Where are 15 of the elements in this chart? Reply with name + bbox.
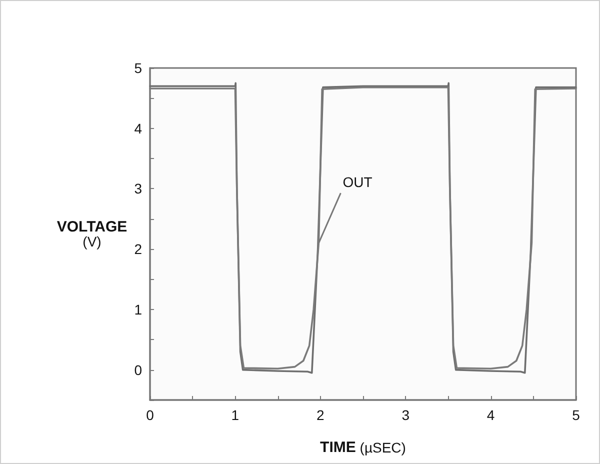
x-tick-label: 0 <box>146 407 154 423</box>
y-tick-label: 0 <box>134 362 142 378</box>
x-tick-label: 5 <box>572 407 580 423</box>
y-tick-label: 5 <box>134 60 142 76</box>
x-axis-title: TIME (µSEC) <box>320 439 406 456</box>
x-tick-label: 1 <box>231 407 240 423</box>
y-tick-label: 2 <box>134 241 142 258</box>
x-tick-label: 3 <box>402 407 410 423</box>
annotation: OUT <box>342 174 373 190</box>
x-tick-label: 4 <box>486 407 495 423</box>
y-tick-label: 1 <box>134 301 142 318</box>
y-tick-label: 3 <box>134 180 142 197</box>
y-tick-label: 4 <box>134 120 142 136</box>
y-axis-title: VOLTAGE (V) <box>56 218 128 250</box>
x-tick-label: 2 <box>316 407 324 423</box>
